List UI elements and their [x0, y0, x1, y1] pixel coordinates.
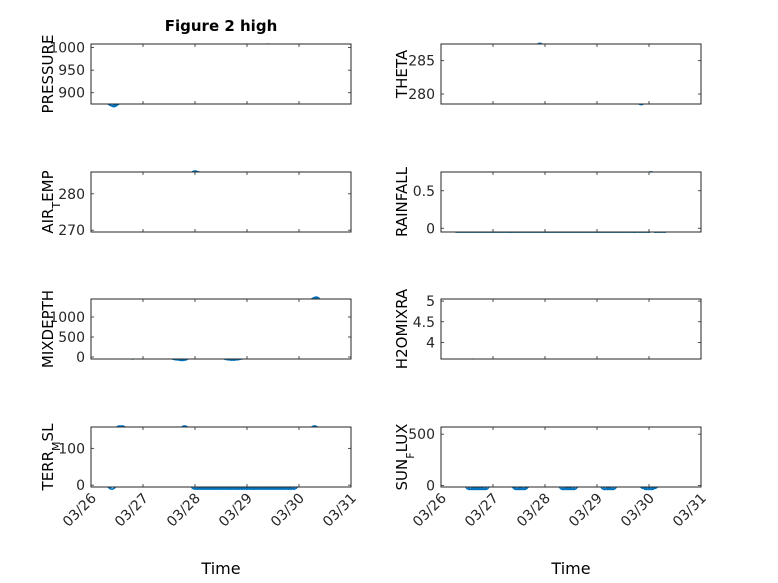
air_temp-y-tick-label: 280: [58, 187, 85, 203]
mixdepth-y-tick-label: 1000: [49, 310, 85, 326]
sun_flux-x-tick-label: 03/27: [462, 491, 502, 531]
rainfall-axes-frame: [440, 171, 702, 233]
terr_msl-x-tick-label: 03/30: [268, 491, 308, 531]
terr_msl-x-tick-label: 03/27: [112, 491, 152, 531]
rainfall-y-tick-label: 0.5: [413, 184, 435, 200]
sun_flux-x-tick-label: 03/30: [618, 491, 658, 531]
air_temp-axes-frame: [90, 171, 352, 233]
air_temp-y-tick-label: 270: [58, 223, 85, 239]
pressure-axes-frame: [90, 43, 352, 105]
sun_flux-axes-frame: [440, 426, 702, 488]
h2omixra-y-tick-label: 4: [426, 335, 435, 351]
terr_msl-x-tick-label: 03/29: [216, 491, 256, 531]
mixdepth-y-tick-label: 0: [76, 350, 85, 366]
terr_msl-y-tick-label: 0: [76, 478, 85, 494]
h2omixra-ylabel: H2OMIXRA: [393, 288, 411, 369]
pressure-ylabel: PRESSURE: [39, 35, 57, 114]
theta-y-tick-label: 280: [408, 87, 435, 103]
pressure-y-tick-label: 1000: [49, 41, 85, 57]
terr_msl-x-tick-label: 03/28: [164, 491, 204, 531]
pressure-y-tick-label: 950: [58, 63, 85, 79]
theta-axes-frame: [440, 43, 702, 105]
pressure-title: Figure 2 high: [165, 17, 278, 35]
theta-y-tick-label: 285: [408, 54, 435, 70]
rainfall-ylabel: RAINFALL: [393, 166, 411, 237]
pressure-y-tick-label: 900: [58, 86, 85, 102]
subplot-sun_flux: 0 500 03/26 03/27 03/28 03/29 03/30 03/31 Time SU…: [393, 424, 710, 578]
subplot-h2omixra: 4 4.5 5 H2OMIXRA: [393, 288, 702, 369]
sun_flux-x-tick-label: 03/29: [566, 491, 606, 531]
sun_flux-x-tick-label: 03/28: [514, 491, 554, 531]
terr_msl-y-tick-label: 100: [58, 441, 85, 457]
mixdepth-ylabel: MIXDEPTH: [39, 290, 57, 368]
h2omixra-y-tick-label: 5: [426, 294, 435, 310]
sun_flux-xlabel: Time: [550, 559, 590, 578]
rainfall-y-tick-label: 0: [426, 221, 435, 237]
h2omixra-axes-frame: [440, 298, 702, 360]
subplot-terr_msl: 0 100 03/26 03/27 03/28 03/29 03/30 03/31 Time TE…: [39, 423, 360, 578]
sun_flux-x-tick-label: 03/31: [670, 491, 710, 531]
terr_msl-ylabel: TERRMSL: [39, 423, 63, 492]
theta-ylabel: THETA: [393, 49, 411, 99]
terr_msl-x-tick-label: 03/26: [60, 490, 100, 530]
sun_flux-ylabel: SUNFLUX: [393, 424, 417, 491]
mixdepth-axes-frame: [90, 298, 352, 360]
terr_msl-xlabel: Time: [200, 559, 240, 578]
sun_flux-y-tick-label: 0: [426, 478, 435, 494]
mixdepth-y-tick-label: 500: [58, 330, 85, 346]
h2omixra-y-tick-label: 4.5: [413, 315, 435, 331]
terr_msl-axes-frame: [90, 426, 352, 488]
sun_flux-x-tick-label: 03/26: [410, 490, 450, 530]
terr_msl-x-tick-label: 03/31: [320, 491, 360, 531]
air_temp-ylabel: AIRTEMP: [39, 170, 63, 233]
sun_flux-y-tick-label: 500: [408, 427, 435, 443]
